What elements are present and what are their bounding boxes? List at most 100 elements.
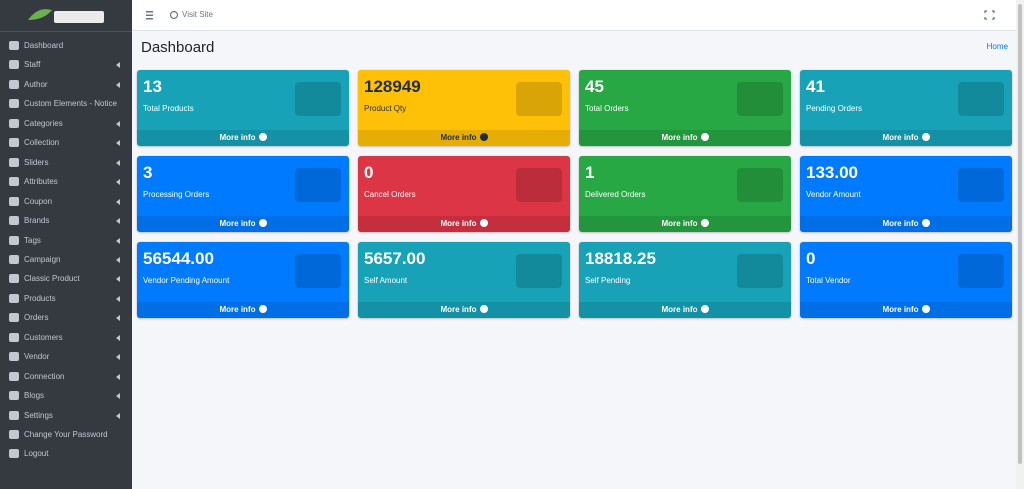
card-label: Self Amount [364,276,408,285]
card-value: 3 [143,163,153,182]
stat-card: 128949 Product Qty More info [358,70,570,146]
card-value: 0 [364,163,374,182]
more-info-link[interactable]: More info [800,216,1012,232]
card-label: Total Products [143,104,194,113]
more-info-text: More info [219,219,256,228]
more-info-text: More info [661,219,698,228]
card-value: 1 [585,163,595,182]
menu-label: Logout [24,449,49,459]
more-info-link[interactable]: More info [800,130,1012,146]
arrow-icon [479,305,488,313]
card-icon [958,82,1004,116]
arrow-icon [700,305,709,313]
card-value: 18818.25 [585,249,656,268]
submenu-chevron [116,237,120,244]
menu-icon [9,313,19,323]
more-info-link[interactable]: More info [579,130,791,146]
arrow-icon [258,219,267,227]
submenu-chevron [116,198,120,205]
menu-item[interactable]: Categories [0,115,132,133]
menu-label: Vendor [24,352,50,362]
menu-icon [9,410,19,420]
arrow-icon [921,219,930,227]
menu-item[interactable]: Vendor [0,348,132,366]
submenu-chevron [116,159,120,166]
menu-item[interactable]: Products [0,290,132,308]
card-label: Vendor Pending Amount [143,276,230,285]
menu-item[interactable]: Staff [0,56,132,74]
menu-label: Coupon [24,196,53,206]
more-info-text: More info [219,133,256,142]
more-info-link[interactable]: More info [579,216,791,232]
menu-item[interactable]: Attributes [0,173,132,191]
more-info-link[interactable]: More info [137,216,349,232]
stat-card: 1 Delivered Orders More info [579,156,791,232]
arrow-icon [479,219,488,227]
card-icon [516,82,562,116]
menu-icon [9,235,19,245]
logo-image [28,9,104,23]
menu-item[interactable]: Dashboard [0,37,132,55]
menu-item[interactable]: Customers [0,329,132,347]
more-info-link[interactable]: More info [800,302,1012,318]
card-icon [737,168,783,202]
submenu-chevron [116,393,120,400]
menu-item[interactable]: Custom Elements - Notice [0,95,132,113]
more-info-link[interactable]: More info [358,130,570,146]
card-label: Product Qty [364,104,407,113]
menu-icon [9,79,19,89]
more-info-link[interactable]: More info [358,216,570,232]
menu-item[interactable]: Orders [0,309,132,327]
breadcrumb-home[interactable]: Home [986,42,1008,51]
menu-item[interactable]: Change Your Password [0,426,132,444]
more-info-link[interactable]: More info [579,302,791,318]
more-info-link[interactable]: More info [137,130,349,146]
menu-item[interactable]: Logout [0,445,132,463]
more-info-text: More info [661,305,698,314]
menu-label: Author [24,79,48,89]
arrow-icon [700,133,709,141]
submenu-chevron [116,412,120,419]
stat-card: 45 Total Orders More info [579,70,791,146]
more-info-link[interactable]: More info [137,302,349,318]
menu-item[interactable]: Classic Product [0,270,132,288]
menu-item[interactable]: Blogs [0,387,132,405]
card-value: 5657.00 [364,249,426,268]
menu-label: Classic Product [24,274,80,284]
card-value: 56544.00 [143,249,214,268]
menu-item[interactable]: Coupon [0,193,132,211]
more-info-text: More info [882,219,919,228]
card-value: 13 [143,77,162,96]
visit-site-link[interactable]: Visit Site [182,10,213,19]
card-icon [958,168,1004,202]
menu-icon [9,274,19,284]
logo[interactable] [0,0,132,32]
menu-label: Custom Elements - Notice [24,99,117,109]
menu-item[interactable]: Brands [0,212,132,230]
submenu-chevron [116,140,120,147]
menu-icon [9,196,19,206]
more-info-link[interactable]: More info [358,302,570,318]
more-info-text: More info [882,133,919,142]
menu-item[interactable]: Campaign [0,251,132,269]
more-info-text: More info [440,219,477,228]
stat-card: 0 Cancel Orders More info [358,156,570,232]
card-label: Vendor Amount [806,190,861,199]
menu-item[interactable]: Sliders [0,154,132,172]
card-icon [295,254,341,288]
card-icon [295,82,341,116]
menu-item[interactable]: Author [0,76,132,94]
navbar: Visit Site [132,0,1016,31]
card-label: Cancel Orders [364,190,416,199]
menu-item[interactable]: Connection [0,368,132,386]
stat-card: 18818.25 Self Pending More info [579,242,791,318]
menu-label: Blogs [24,391,45,401]
menu-item[interactable]: Settings [0,407,132,425]
card-icon [737,254,783,288]
menu-icon [9,41,19,50]
menu-item[interactable]: Tags [0,232,132,250]
menu-icon [9,157,19,167]
menu-item[interactable]: Collection [0,134,132,152]
